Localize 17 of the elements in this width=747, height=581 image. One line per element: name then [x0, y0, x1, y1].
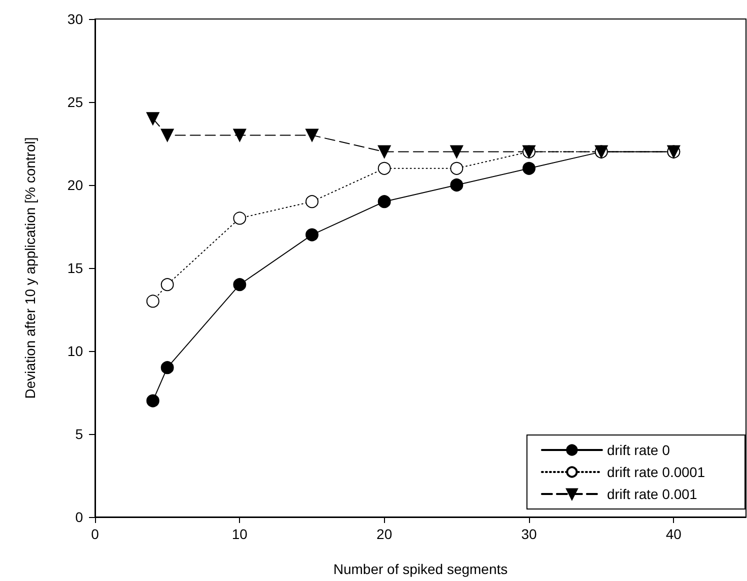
- x-tick-label: 20: [376, 526, 392, 542]
- y-axis-title: Deviation after 10 y application [% control]: [22, 137, 38, 399]
- x-tick-label: 0: [91, 526, 100, 542]
- x-axis-title: Number of spiked segments: [333, 561, 508, 577]
- y-tick-label: 20: [67, 177, 84, 193]
- y-tick-label: 15: [67, 260, 84, 276]
- y-tick-label: 30: [67, 11, 84, 27]
- y-tick-label: 0: [75, 509, 84, 525]
- y-tick-label: 10: [67, 343, 84, 359]
- y-tick-label: 25: [67, 94, 84, 110]
- legend-label: drift rate 0.0001: [606, 464, 706, 480]
- x-tick-label: 10: [232, 526, 248, 542]
- y-tick-label: 5: [75, 426, 84, 442]
- x-tick-label: 40: [666, 526, 682, 542]
- x-tick-label: 30: [521, 526, 537, 542]
- legend-label: drift rate 0.001: [606, 486, 698, 502]
- legend-label: drift rate 0: [606, 442, 670, 458]
